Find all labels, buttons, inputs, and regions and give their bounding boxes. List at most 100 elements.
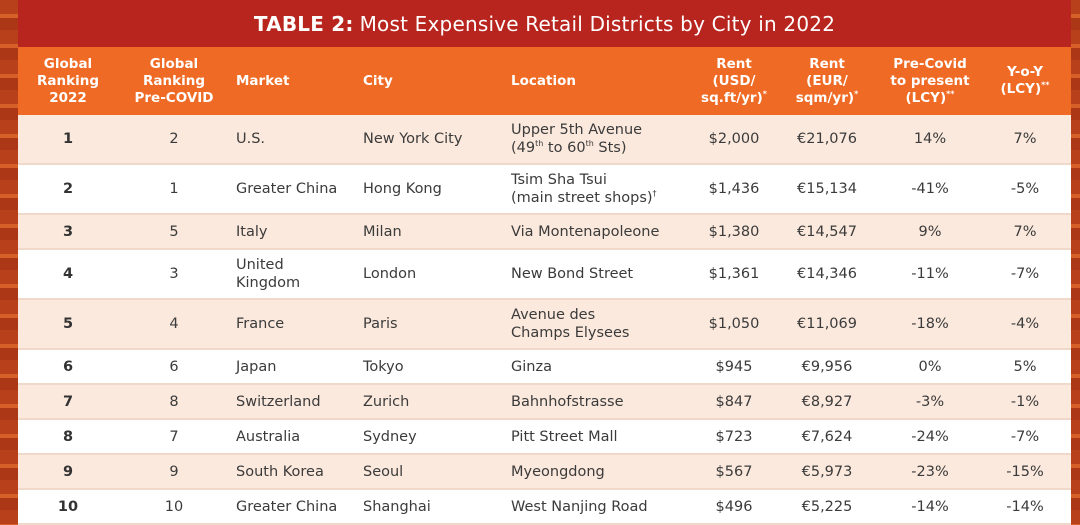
column-header-location: Location: [505, 47, 695, 115]
retail-districts-table: Global Ranking 2022 Global Ranking Pre-COVID M…: [18, 47, 1071, 525]
cell-rank-pre-covid: 7: [118, 419, 230, 455]
table-title-text: Most Expensive Retail Districts by City …: [359, 11, 836, 36]
background-strip-left: [0, 0, 20, 525]
cell-market: France: [230, 299, 357, 350]
table-row: 1 2 U.S. New York City Upper 5th Avenue (49th…: [18, 115, 1071, 165]
cell-rank-pre-covid: 5: [118, 214, 230, 250]
cell-yoy-change: 7%: [979, 115, 1071, 165]
cell-market: Greater China: [230, 489, 357, 525]
cell-city: Seoul: [357, 454, 505, 490]
cell-market: Greater China: [230, 164, 357, 215]
cell-rank-pre-covid: 2: [118, 115, 230, 165]
cell-rank-2022: 5: [18, 299, 118, 350]
cell-location: Pitt Street Mall: [505, 419, 695, 455]
cell-rank-pre-covid: 9: [118, 454, 230, 490]
cell-rank-2022: 2: [18, 164, 118, 215]
cell-rent-usd: $723: [695, 419, 773, 455]
cell-location: West Nanjing Road: [505, 489, 695, 525]
cell-yoy-change: -1%: [979, 384, 1071, 420]
cell-market: Switzerland: [230, 384, 357, 420]
cell-city: Sydney: [357, 419, 505, 455]
cell-rent-usd: $1,436: [695, 164, 773, 215]
cell-market: South Korea: [230, 454, 357, 490]
cell-location: New Bond Street: [505, 249, 695, 300]
cell-location: Tsim Sha Tsui (main street shops)†: [505, 164, 695, 215]
cell-pre-covid-change: 9%: [881, 214, 979, 250]
cell-yoy-change: -15%: [979, 454, 1071, 490]
cell-rank-2022: 8: [18, 419, 118, 455]
cell-location: Upper 5th Avenue (49th to 60th Sts): [505, 115, 695, 165]
cell-rent-eur: €8,927: [773, 384, 881, 420]
cell-rank-pre-covid: 3: [118, 249, 230, 300]
cell-rank-2022: 3: [18, 214, 118, 250]
cell-city: New York City: [357, 115, 505, 165]
table-row: 10 10 Greater China Shanghai West Nanjing Ro…: [18, 489, 1071, 525]
cell-location: Ginza: [505, 349, 695, 385]
cell-rent-eur: €14,547: [773, 214, 881, 250]
cell-rank-2022: 1: [18, 115, 118, 165]
cell-rank-pre-covid: 1: [118, 164, 230, 215]
cell-rent-eur: €14,346: [773, 249, 881, 300]
cell-rent-usd: $496: [695, 489, 773, 525]
cell-rent-usd: $1,380: [695, 214, 773, 250]
cell-rent-usd: $945: [695, 349, 773, 385]
cell-pre-covid-change: -18%: [881, 299, 979, 350]
cell-rent-usd: $567: [695, 454, 773, 490]
cell-rent-eur: €9,956: [773, 349, 881, 385]
cell-pre-covid-change: -11%: [881, 249, 979, 300]
column-header-market: Market: [230, 47, 357, 115]
cell-rent-eur: €21,076: [773, 115, 881, 165]
cell-pre-covid-change: -24%: [881, 419, 979, 455]
cell-yoy-change: -7%: [979, 249, 1071, 300]
cell-rank-pre-covid: 6: [118, 349, 230, 385]
cell-rank-2022: 6: [18, 349, 118, 385]
cell-city: Paris: [357, 299, 505, 350]
cell-city: Hong Kong: [357, 164, 505, 215]
cell-market: Italy: [230, 214, 357, 250]
cell-city: London: [357, 249, 505, 300]
cell-location: Myeongdong: [505, 454, 695, 490]
cell-rent-eur: €5,973: [773, 454, 881, 490]
cell-rent-eur: €11,069: [773, 299, 881, 350]
cell-rank-2022: 10: [18, 489, 118, 525]
cell-pre-covid-change: 0%: [881, 349, 979, 385]
cell-rent-eur: €7,624: [773, 419, 881, 455]
cell-rent-usd: $2,000: [695, 115, 773, 165]
table-row: 4 3 United Kingdom London New Bond Street $1,3…: [18, 249, 1071, 300]
cell-location: Avenue des Champs Elysees: [505, 299, 695, 350]
cell-rent-eur: €5,225: [773, 489, 881, 525]
table-title: TABLE 2: Most Expensive Retail Districts…: [18, 0, 1071, 47]
cell-market: U.S.: [230, 115, 357, 165]
cell-rank-pre-covid: 10: [118, 489, 230, 525]
column-header-rent-eur: Rent (EUR/sqm/yr)*: [773, 47, 881, 115]
column-header-city: City: [357, 47, 505, 115]
cell-yoy-change: 5%: [979, 349, 1071, 385]
cell-rank-2022: 9: [18, 454, 118, 490]
cell-city: Milan: [357, 214, 505, 250]
cell-market: Australia: [230, 419, 357, 455]
table-header-row: Global Ranking 2022 Global Ranking Pre-COVID M…: [18, 47, 1071, 115]
cell-yoy-change: -5%: [979, 164, 1071, 215]
cell-location: Bahnhofstrasse: [505, 384, 695, 420]
table-row: 8 7 Australia Sydney Pitt Street Mall $723 €7,…: [18, 419, 1071, 455]
cell-city: Shanghai: [357, 489, 505, 525]
cell-rank-2022: 4: [18, 249, 118, 300]
table-row: 6 6 Japan Tokyo Ginza $945 €9,956 0% 5%: [18, 349, 1071, 385]
cell-pre-covid-change: -23%: [881, 454, 979, 490]
cell-market: Japan: [230, 349, 357, 385]
column-header-rent-usd: Rent (USD/sq.ft/yr)*: [695, 47, 773, 115]
table-row: 3 5 Italy Milan Via Montenapoleone $1,380 €14,…: [18, 214, 1071, 250]
column-header-global-ranking-pre-covid: Global Ranking Pre-COVID: [118, 47, 230, 115]
table-row: 7 8 Switzerland Zurich Bahnhofstrasse $847 €8,…: [18, 384, 1071, 420]
cell-rank-2022: 7: [18, 384, 118, 420]
cell-rent-eur: €15,134: [773, 164, 881, 215]
column-header-pre-covid-change: Pre-Covid to present (LCY)**: [881, 47, 979, 115]
table-row: 5 4 France Paris Avenue des Champs Elysees $1,…: [18, 299, 1071, 350]
cell-pre-covid-change: -3%: [881, 384, 979, 420]
cell-yoy-change: -4%: [979, 299, 1071, 350]
cell-pre-covid-change: 14%: [881, 115, 979, 165]
table-title-prefix: TABLE 2:: [253, 11, 354, 36]
cell-rent-usd: $847: [695, 384, 773, 420]
cell-pre-covid-change: -14%: [881, 489, 979, 525]
table-body: 1 2 U.S. New York City Upper 5th Avenue (49th…: [18, 115, 1071, 525]
